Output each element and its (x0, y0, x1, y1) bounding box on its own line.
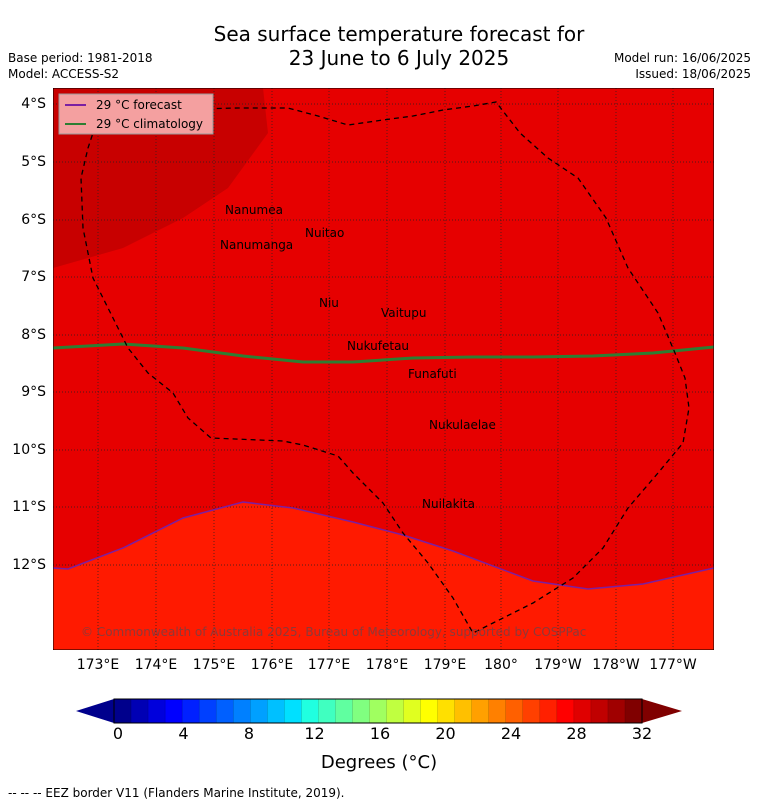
eez-footnote: -- -- -- EEZ border V11 (Flanders Marine… (8, 786, 345, 800)
base-period: Base period: 1981-2018 (8, 51, 153, 65)
colorbar-tick: 24 (500, 724, 522, 743)
colorbar-label: Degrees (°C) (320, 752, 438, 773)
colorbar-cell (488, 698, 507, 724)
colorbar-cell (301, 698, 320, 724)
place-label: Nuitao (305, 226, 344, 240)
lat-label: 5°S (21, 154, 46, 170)
place-label: Nuilakita (422, 497, 475, 511)
colorbar-cell (335, 698, 354, 724)
colorbar-max-arrow (642, 699, 682, 723)
colorbar-cell (437, 698, 456, 724)
colorbar-cell (573, 698, 592, 724)
colorbar-cell (267, 698, 286, 724)
place-label: Funafuti (408, 367, 457, 381)
colorbar-cell (369, 698, 388, 724)
lon-label: 173°E (76, 657, 120, 673)
colorbar-cell (215, 698, 234, 724)
graticule (53, 88, 714, 650)
issued-date: Issued: 18/06/2025 (635, 67, 751, 81)
copyright-text: © Commonwealth of Australia 2025, Bureau… (81, 625, 586, 639)
colorbar-cell (403, 698, 422, 724)
lat-label: 8°S (21, 327, 46, 343)
lon-label: 177°E (307, 657, 351, 673)
colorbar-cell (454, 698, 473, 724)
colorbar-cell (250, 698, 269, 724)
model-run: Model run: 16/06/2025 (613, 51, 751, 65)
place-label: Nanumea (225, 203, 283, 217)
place-label: Nukufetau (347, 339, 409, 353)
colorbar-cell (352, 698, 371, 724)
lon-label: 179°W (534, 657, 582, 673)
colorbar-cell (318, 698, 337, 724)
colorbar (76, 698, 682, 724)
colorbar-cell (164, 698, 183, 724)
lat-label: 12°S (12, 557, 46, 573)
lon-label: 178°W (592, 657, 640, 673)
colorbar-tick: 8 (243, 724, 255, 743)
chart-title: Sea surface temperature forecast for 23 … (0, 22, 758, 70)
lat-label: 6°S (21, 212, 46, 228)
eez-border (80, 101, 690, 634)
colorbar-cell (471, 698, 490, 724)
colorbar-cell (624, 698, 643, 724)
colorbar-cell (590, 698, 609, 724)
place-labels: Nanumea Nuitao Nanumanga Niu Vaitupu Nuk… (220, 203, 496, 511)
lat-label: 7°S (21, 269, 46, 285)
legend-box (58, 93, 214, 135)
colorbar-tick: 28 (566, 724, 587, 743)
colorbar-cell (522, 698, 541, 724)
colorbar-tick: 20 (435, 724, 456, 743)
colorbar-tick: 32 (631, 724, 653, 743)
colorbar-cell (198, 698, 217, 724)
forecast-29c-contour (53, 501, 714, 590)
colorbar-cell (420, 698, 439, 724)
lon-label: 174°E (134, 657, 178, 673)
lon-label: 178°E (365, 657, 409, 673)
colorbar-cell (181, 698, 200, 724)
lon-label: 177°W (649, 657, 697, 673)
place-label: Nukulaelae (429, 418, 496, 432)
region-28-29 (53, 502, 714, 650)
colorbar-cell (147, 698, 166, 724)
lat-label: 10°S (12, 442, 46, 458)
colorbar-cell (284, 698, 303, 724)
climatology-29c-contour (53, 342, 714, 364)
map-legend: 29 °C forecast 29 °C climatology (58, 93, 214, 135)
sst-map: Nanumea Nuitao Nanumanga Niu Vaitupu Nuk… (53, 88, 714, 650)
lon-label: 179°E (423, 657, 467, 673)
lat-label: 4°S (21, 96, 46, 112)
colorbar-cell (539, 698, 558, 724)
lat-label: 9°S (21, 384, 46, 400)
place-label: Vaitupu (381, 306, 427, 320)
lon-label: 176°E (250, 657, 294, 673)
title-line-1: Sea surface temperature forecast for (213, 22, 585, 46)
colorbar-cell (505, 698, 524, 724)
colorbar-cell (232, 698, 252, 724)
colorbar-tick: 4 (178, 724, 189, 743)
colorbar-cell (113, 698, 132, 724)
legend-forecast-label: 29 °C forecast (96, 98, 182, 112)
colorbar-cells (113, 698, 643, 724)
colorbar-tick: 16 (369, 724, 391, 743)
colorbar-min-arrow (76, 699, 114, 723)
place-label: Nanumanga (220, 238, 293, 252)
colorbar-tick: 12 (304, 724, 325, 743)
colorbar-cell (607, 698, 626, 724)
place-label: Niu (319, 296, 339, 310)
model-name: Model: ACCESS-S2 (8, 67, 120, 81)
title-line-2: 23 June to 6 July 2025 (288, 46, 510, 70)
colorbar-tick: 0 (112, 724, 124, 743)
colorbar-frame (113, 698, 643, 724)
colorbar-cell (386, 698, 405, 724)
lat-label: 11°S (12, 499, 46, 515)
colorbar-cell (556, 698, 575, 724)
lon-label: 175°E (192, 657, 236, 673)
legend-climatology-label: 29 °C climatology (96, 117, 203, 131)
colorbar-cell (130, 698, 149, 724)
lon-label: 180° (484, 657, 518, 673)
